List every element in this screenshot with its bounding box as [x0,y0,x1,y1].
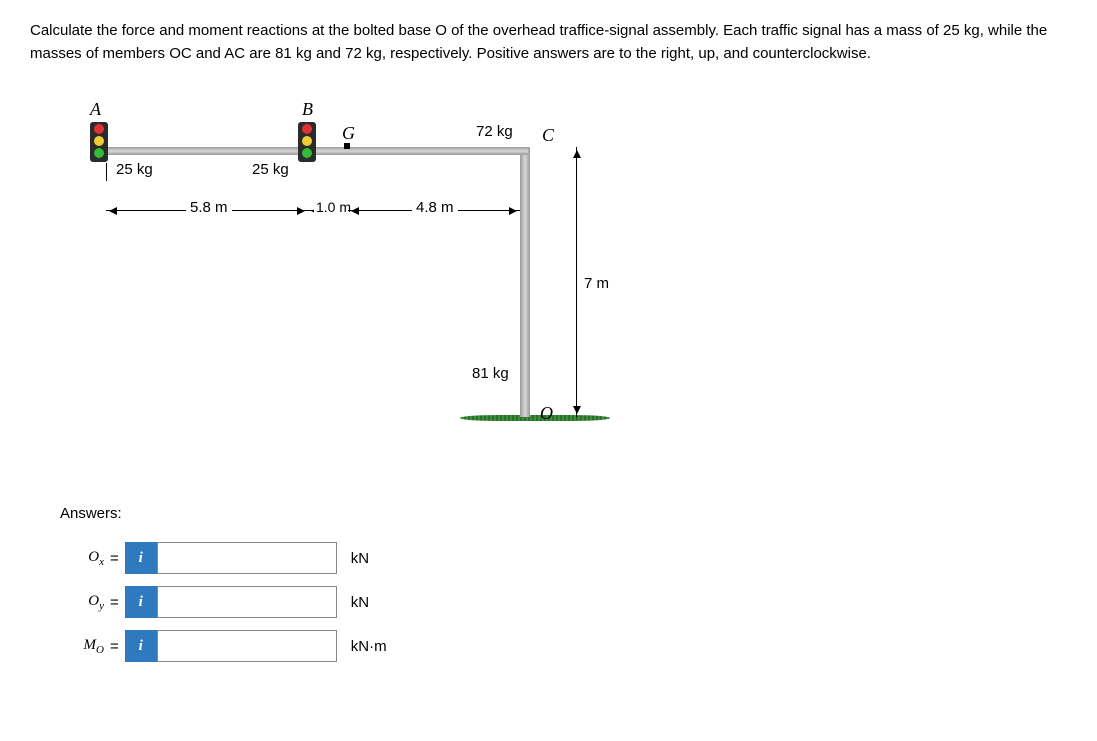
unit-mo: kN·m [351,638,387,655]
dim-5-8-text: 5.8 m [186,199,232,216]
input-ox[interactable] [157,542,337,574]
equals-sign: = [110,550,119,567]
info-button-oy[interactable]: i [125,586,157,618]
pole-oc [520,147,530,417]
dim-7 [576,147,577,417]
answer-row-mo: MO = i kN·m [60,630,1067,662]
mass-pole: 81 kg [472,365,509,382]
problem-statement: Calculate the force and moment reactions… [30,20,1067,65]
answer-row-ox: Ox = i kN [60,542,1067,574]
point-g-marker [344,143,350,149]
info-button-mo[interactable]: i [125,630,157,662]
equals-sign: = [110,638,119,655]
label-b: B [302,99,313,120]
ground [460,415,610,421]
dim-7-text: 7 m [584,275,609,292]
unit-oy: kN [351,594,369,611]
answer-row-oy: Oy = i kN [60,586,1067,618]
label-g: G [342,123,355,144]
label-a: A [90,99,101,120]
info-button-ox[interactable]: i [125,542,157,574]
input-mo[interactable] [157,630,337,662]
dim-4-8-text: 4.8 m [412,199,458,216]
label-o: O [540,403,553,424]
equals-sign: = [110,594,119,611]
traffic-signal-b [298,122,316,162]
var-oy: Oy [60,593,104,612]
label-c: C [542,125,554,146]
diagram: A B G C O 25 kg 25 kg 72 kg 81 kg 5.8 m … [60,95,680,475]
mass-arm: 72 kg [476,123,513,140]
traffic-signal-a [90,122,108,162]
answers-heading: Answers: [60,505,1067,522]
var-ox: Ox [60,549,104,568]
unit-ox: kN [351,550,369,567]
mass-signal-b: 25 kg [252,161,289,178]
input-oy[interactable] [157,586,337,618]
mass-signal-a: 25 kg [116,161,153,178]
var-mo: MO [60,637,104,656]
